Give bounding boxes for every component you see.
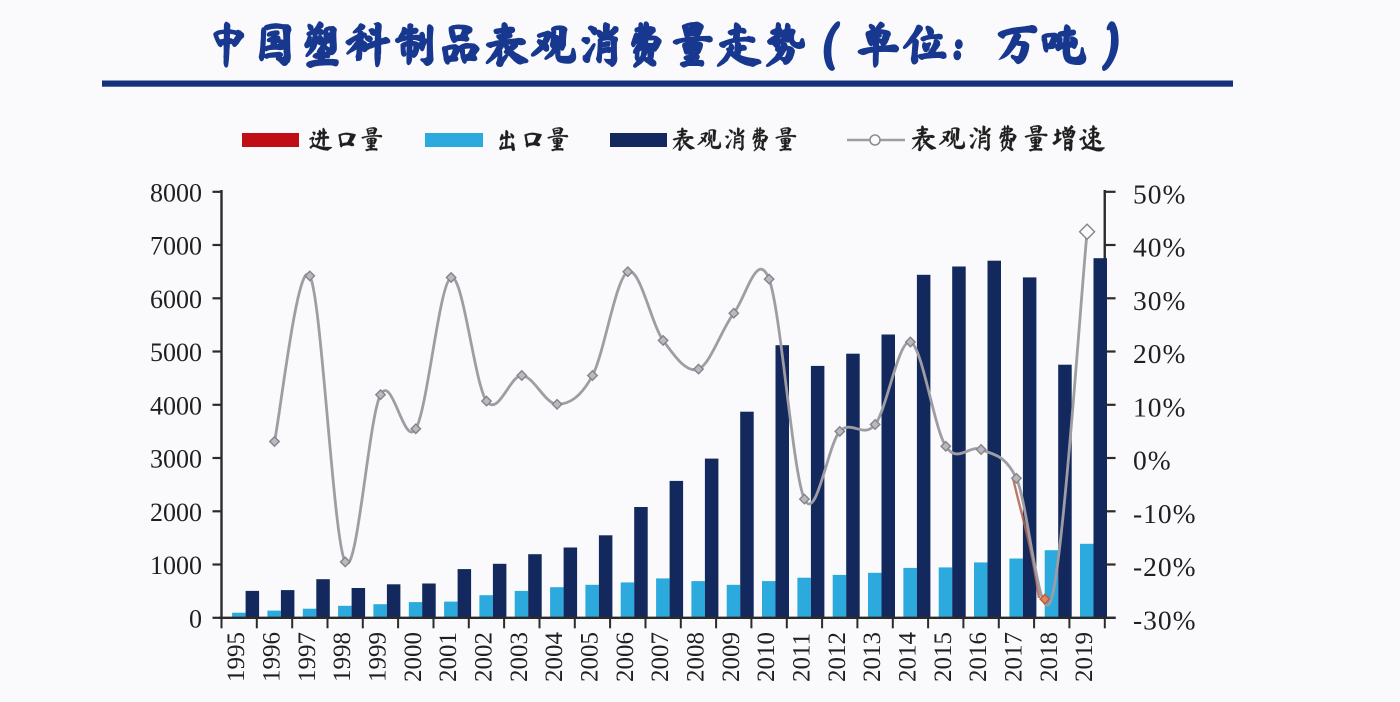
- svg-text:2008: 2008: [683, 632, 710, 682]
- svg-text:1996: 1996: [259, 632, 286, 682]
- svg-text:2005: 2005: [577, 632, 604, 682]
- svg-text:1995: 1995: [223, 632, 250, 682]
- svg-text:30%: 30%: [1133, 285, 1186, 316]
- svg-text:40%: 40%: [1133, 232, 1186, 263]
- svg-text:10%: 10%: [1133, 391, 1186, 422]
- svg-text:1000: 1000: [150, 551, 202, 580]
- svg-text:2000: 2000: [150, 498, 202, 527]
- svg-text:8000: 8000: [150, 178, 202, 207]
- svg-text:1998: 1998: [329, 632, 356, 682]
- svg-text:2010: 2010: [753, 632, 780, 682]
- svg-text:0%: 0%: [1133, 445, 1172, 476]
- svg-text:2018: 2018: [1036, 632, 1063, 682]
- svg-text:5000: 5000: [150, 338, 202, 367]
- svg-text:20%: 20%: [1133, 338, 1186, 369]
- svg-text:2019: 2019: [1071, 632, 1098, 682]
- svg-text:2003: 2003: [506, 632, 533, 682]
- svg-text:50%: 50%: [1133, 178, 1186, 209]
- svg-text:4000: 4000: [150, 391, 202, 420]
- svg-text:1999: 1999: [365, 632, 392, 682]
- svg-text:2002: 2002: [471, 632, 498, 682]
- svg-text:2006: 2006: [612, 632, 639, 682]
- svg-text:1997: 1997: [294, 632, 321, 682]
- svg-text:2011: 2011: [788, 633, 815, 682]
- svg-text:2001: 2001: [435, 632, 462, 682]
- svg-text:2000: 2000: [400, 632, 427, 682]
- svg-text:2015: 2015: [930, 632, 957, 682]
- svg-text:2012: 2012: [824, 632, 851, 682]
- svg-text:2014: 2014: [894, 632, 921, 683]
- svg-text:6000: 6000: [150, 285, 202, 314]
- svg-text:-10%: -10%: [1133, 498, 1197, 529]
- svg-text:2004: 2004: [541, 632, 568, 683]
- svg-text:2016: 2016: [965, 632, 992, 682]
- svg-text:-30%: -30%: [1133, 604, 1197, 635]
- svg-text:2009: 2009: [718, 632, 745, 682]
- svg-text:2017: 2017: [1000, 632, 1027, 682]
- svg-text:0: 0: [189, 604, 202, 633]
- svg-text:2007: 2007: [647, 632, 674, 682]
- svg-text:7000: 7000: [150, 232, 202, 261]
- svg-text:-20%: -20%: [1133, 551, 1197, 582]
- svg-text:3000: 3000: [150, 445, 202, 474]
- svg-text:2013: 2013: [859, 632, 886, 682]
